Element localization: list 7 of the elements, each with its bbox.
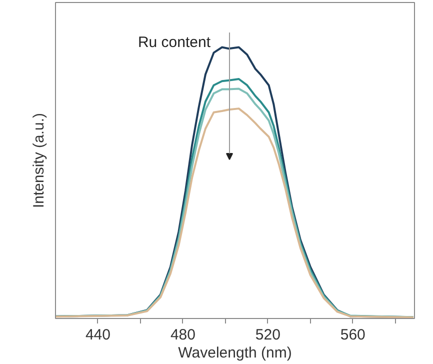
annotation: Ru content xyxy=(138,34,212,51)
x-tick-label: 560 xyxy=(340,326,366,344)
y-axis-title: Intensity (a.u.) xyxy=(30,112,48,208)
x-tick-label: 480 xyxy=(170,326,196,344)
x-axis-title: Wavelength (nm) xyxy=(178,344,292,362)
x-tick-label: 520 xyxy=(255,326,280,344)
x-tick-label: 440 xyxy=(85,326,111,344)
